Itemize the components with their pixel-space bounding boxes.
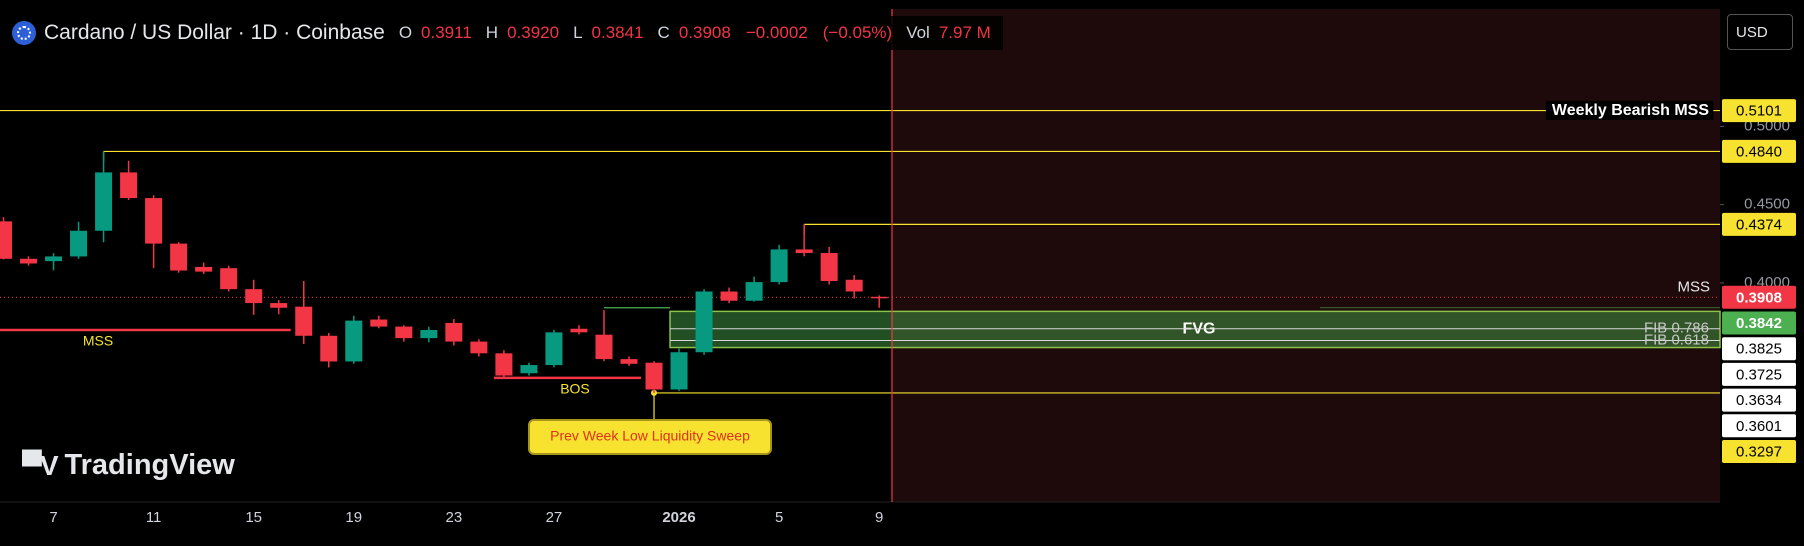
candle-body <box>720 291 738 301</box>
x-tick-label: 27 <box>546 509 563 526</box>
currency-button[interactable]: USD <box>1727 14 1793 50</box>
candle-body <box>520 365 538 374</box>
price-label: 0.3842 <box>1736 315 1782 332</box>
symbol-logo <box>12 21 36 45</box>
level-label-bg <box>1545 100 1714 120</box>
candle-body <box>795 249 813 253</box>
watermark: ▀V TradingView <box>22 449 235 482</box>
candle-body <box>495 353 513 376</box>
price-label-bg <box>1722 311 1796 335</box>
ohlc-value: 0.3911 <box>421 23 472 42</box>
x-tick-label: 23 <box>446 509 463 526</box>
x-tick-label: 9 <box>875 509 883 526</box>
candle-body <box>345 320 363 362</box>
x-tick-label: 5 <box>775 509 783 526</box>
price-label-bg <box>1722 139 1796 163</box>
candle-body <box>645 362 663 390</box>
ohlc-name: H <box>485 23 499 42</box>
candle-body <box>170 243 188 271</box>
price-label: 0.3908 <box>1736 289 1782 306</box>
fib-label: FIB 0.618 <box>1644 331 1709 348</box>
price-label: 0.3601 <box>1736 418 1782 435</box>
candle-body <box>20 258 38 264</box>
price-label: 0.4374 <box>1736 216 1782 233</box>
level-label: Weekly Bearish MSS <box>1552 102 1709 119</box>
candle-body <box>745 282 763 301</box>
candle-body <box>370 319 388 327</box>
ohlc-name: C <box>657 23 670 42</box>
candle-body <box>470 341 488 354</box>
candle-body <box>220 268 238 290</box>
watermark-text: TradingView <box>64 449 235 481</box>
price-label-bg <box>1722 388 1796 412</box>
ohlc-value: 0.3908 <box>678 23 731 42</box>
candle-body <box>445 322 463 342</box>
candle-body <box>545 332 563 366</box>
candle-body <box>120 172 138 199</box>
price-label: 0.3297 <box>1736 443 1782 460</box>
volume-name: Vol <box>906 23 930 42</box>
candle-body <box>820 252 838 282</box>
candle-body <box>845 279 863 292</box>
price-label-bg <box>1722 285 1796 309</box>
y-tick-label: 0.4500 <box>1744 196 1790 213</box>
ohlc-value: 0.3920 <box>507 23 560 42</box>
ohlc-name: L <box>573 23 583 42</box>
price-label-bg <box>1722 337 1796 361</box>
candle-body <box>0 221 12 259</box>
price-label: 0.3725 <box>1736 366 1782 383</box>
candle-body <box>270 303 288 308</box>
price-label: 0.4840 <box>1736 143 1782 160</box>
future-region <box>892 9 1720 502</box>
candle-body <box>620 359 638 364</box>
price-label-bg <box>1722 439 1796 463</box>
candle-body <box>145 198 163 244</box>
candle-body <box>570 328 588 333</box>
candle-body <box>95 172 113 231</box>
x-tick-label: 19 <box>345 509 362 526</box>
candle-body <box>870 296 888 299</box>
candle-body <box>295 306 313 336</box>
price-label: 0.3634 <box>1736 392 1782 409</box>
level-label: MSS <box>1677 279 1710 296</box>
change-percent: (−0.05%) <box>822 23 893 42</box>
ohlc-name: O <box>398 23 413 42</box>
candle-body <box>395 326 413 339</box>
symbol-header: Cardano / US Dollar · 1D · Coinbase O 0.3… <box>12 16 1003 50</box>
price-label: 0.3825 <box>1736 341 1782 358</box>
fib-label: FIB 0.786 <box>1644 320 1709 337</box>
x-tick-label: 7 <box>49 509 57 526</box>
ohlc-value: 0.3841 <box>591 23 644 42</box>
candle-body <box>770 249 788 283</box>
change: −0.0002 <box>745 23 808 42</box>
level-label: MSS <box>83 333 113 349</box>
sweep-box <box>528 419 772 455</box>
price-label-bg <box>1722 212 1796 236</box>
x-tick-label: 2026 <box>662 509 695 526</box>
x-tick-label: 15 <box>245 509 262 526</box>
candle-body <box>695 291 713 353</box>
candle-body <box>70 230 88 257</box>
fvg-zone <box>669 310 1721 349</box>
level-label: BOS <box>560 381 590 397</box>
watermark-logo: ▀V <box>22 449 58 481</box>
price-label-bg <box>1722 99 1796 123</box>
symbol-title[interactable]: Cardano / US Dollar · 1D · Coinbase <box>44 21 385 44</box>
price-label-bg <box>1722 362 1796 386</box>
candle-body <box>320 335 338 362</box>
candle-body <box>420 329 438 339</box>
price-label: 0.5101 <box>1736 103 1782 120</box>
candle-body <box>670 352 688 390</box>
candle-body <box>45 256 63 262</box>
candle-body <box>595 334 613 360</box>
candle-body <box>245 289 263 304</box>
candle-body <box>195 266 213 272</box>
sweep-label: Prev Week Low Liquidity Sweep <box>550 428 750 444</box>
volume-value: 7.97 M <box>938 23 991 42</box>
price-label-bg <box>1722 414 1796 438</box>
x-tick-label: 11 <box>146 509 162 526</box>
